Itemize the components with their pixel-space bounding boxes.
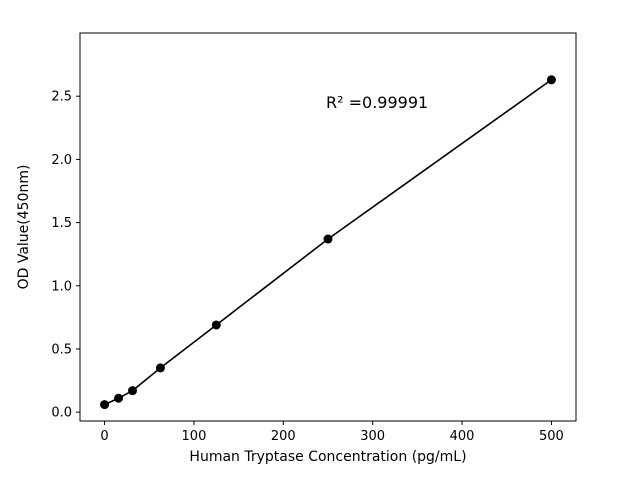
data-point [114, 393, 124, 403]
y-tick-label: 2.0 [51, 153, 72, 168]
x-tick-label: 500 [539, 429, 564, 444]
data-point [323, 234, 333, 244]
r-squared-annotation: R² =0.99991 [326, 93, 428, 112]
data-point [211, 320, 221, 330]
plot-frame [79, 32, 577, 422]
x-axis-label: Human Tryptase Concentration (pg/mL) [189, 449, 466, 465]
x-tick-label: 300 [360, 429, 385, 444]
y-tick-label: 1.0 [51, 279, 72, 294]
data-point [155, 363, 165, 373]
y-tick-label: 0.5 [51, 342, 72, 357]
x-tick-label: 100 [182, 429, 207, 444]
data-point [100, 400, 110, 410]
x-tick-label: 0 [100, 429, 108, 444]
data-point [128, 386, 138, 396]
x-tick-label: 400 [450, 429, 475, 444]
y-tick-label: 2.5 [51, 90, 72, 105]
y-tick-label: 1.5 [51, 216, 72, 231]
plot-area: 0 100 200 300 400 500 0.0 0.5 1.0 1.5 2.0 2.5 [51, 32, 577, 444]
data-point [546, 75, 556, 85]
y-tick-label: 0.0 [51, 406, 72, 421]
x-tick-label: 200 [271, 429, 296, 444]
y-axis-label: OD Value(450nm) [16, 165, 32, 290]
